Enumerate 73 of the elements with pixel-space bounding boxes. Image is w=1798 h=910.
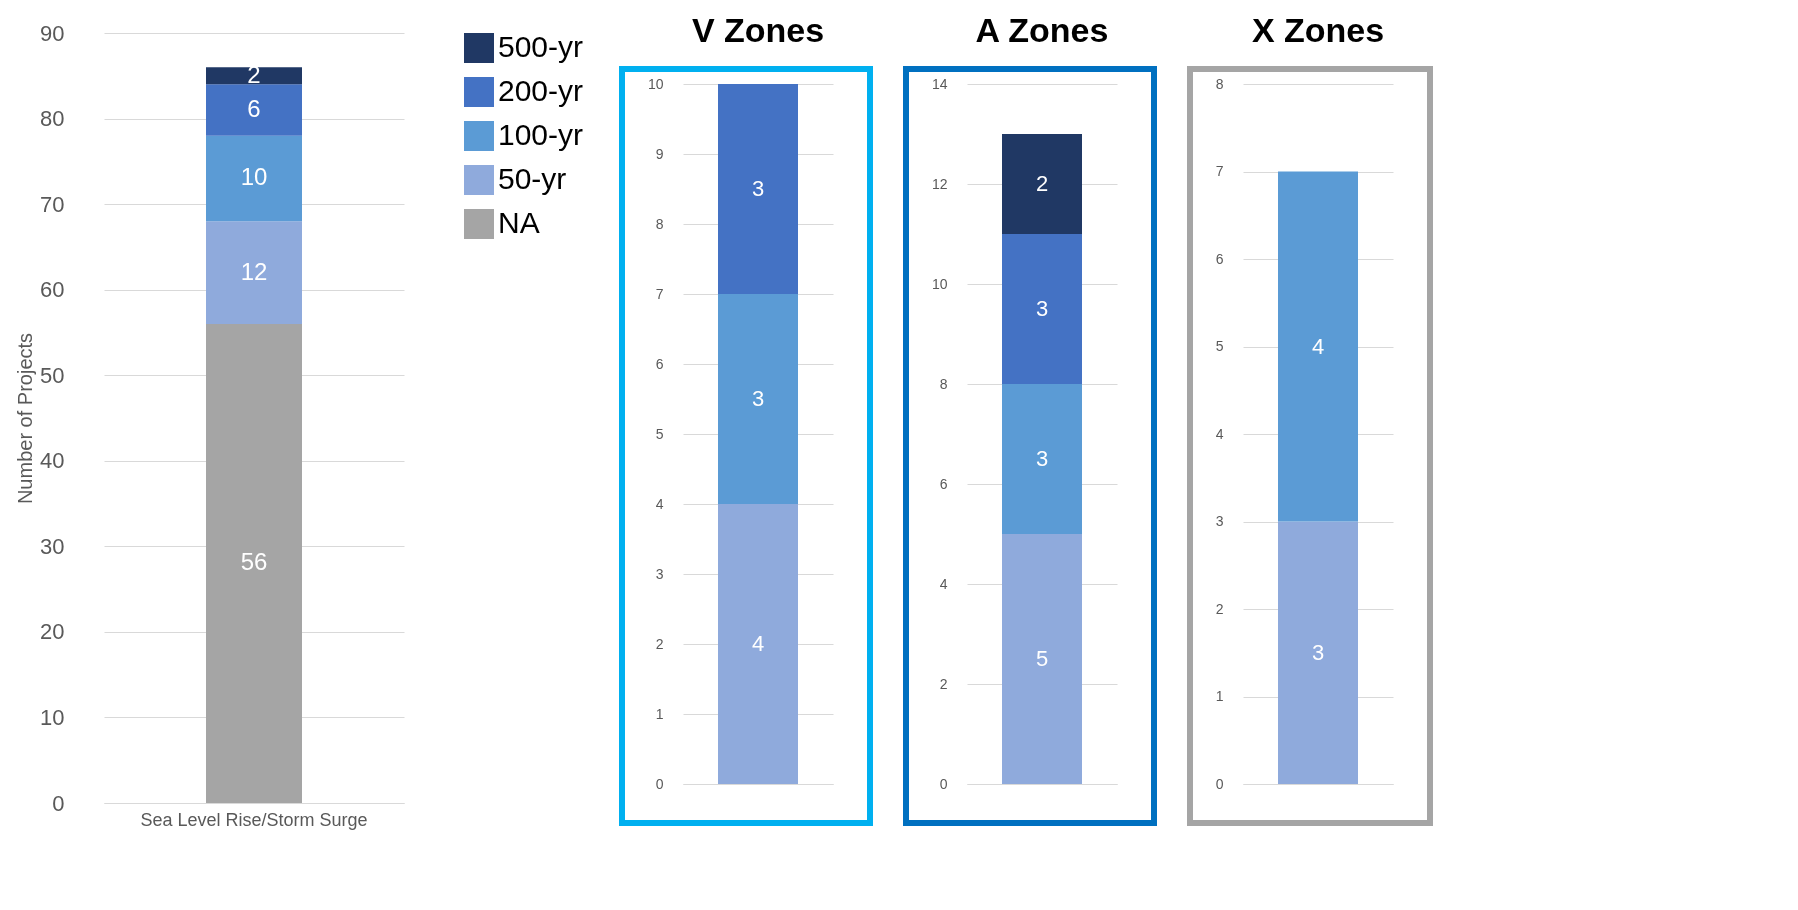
bar: [206, 221, 302, 324]
y-tick-label: 14: [931, 75, 948, 92]
bar: [1002, 134, 1082, 234]
y-tick-label: 4: [939, 575, 948, 592]
chart-title: A Zones: [975, 11, 1109, 49]
y-tick-label: 2: [939, 675, 948, 692]
bar: [206, 135, 302, 222]
y-tick-label: 7: [655, 285, 664, 302]
x-tick-label: Sea Level Rise/Storm Surge: [140, 809, 368, 830]
y-tick-label: 20: [40, 619, 65, 645]
y-tick-label: 10: [931, 275, 948, 292]
y-tick-label: 2: [1215, 600, 1224, 617]
y-tick-label: 80: [40, 106, 65, 132]
y-axis-title: Number of Projects: [14, 332, 37, 505]
data-label: 3: [751, 176, 765, 201]
bar: [206, 84, 302, 136]
y-tick-label: 4: [1215, 425, 1224, 442]
bar: [718, 294, 798, 504]
legend-label: 50-yr: [498, 162, 567, 195]
chart-title: V Zones: [691, 11, 825, 49]
data-label: 5: [1035, 646, 1049, 671]
y-tick-label: 60: [40, 277, 65, 303]
y-tick-label: 4: [655, 495, 664, 512]
y-tick-label: 8: [655, 215, 664, 232]
y-tick-label: 10: [647, 75, 664, 92]
y-tick-label: 8: [1215, 75, 1224, 92]
bar: [718, 504, 798, 784]
y-tick-label: 9: [655, 145, 664, 162]
data-label: 3: [751, 386, 765, 411]
y-tick-label: 50: [40, 362, 65, 388]
legend-label: NA: [498, 206, 540, 239]
y-tick-label: 6: [655, 355, 664, 372]
bar: [206, 323, 302, 803]
y-tick-label: 10: [40, 704, 65, 730]
legend-label: 100-yr: [498, 118, 584, 151]
y-tick-label: 0: [655, 775, 664, 792]
chart-title: X Zones: [1251, 11, 1385, 49]
y-tick-label: 5: [655, 425, 664, 442]
bar: [718, 84, 798, 294]
y-tick-label: 40: [40, 448, 65, 474]
y-tick-label: 5: [1215, 338, 1224, 354]
bar: [1002, 534, 1082, 784]
y-tick-label: 3: [655, 565, 664, 582]
y-tick-label: 70: [40, 191, 65, 217]
y-tick-label: 6: [939, 475, 948, 492]
legend-label: 500-yr: [498, 30, 584, 63]
y-tick-label: 90: [40, 20, 65, 46]
bar: [1002, 384, 1082, 534]
y-tick-label: 7: [1215, 163, 1224, 179]
data-label: 3: [1311, 639, 1325, 665]
data-label: 56: [240, 548, 268, 576]
data-label: 2: [1035, 171, 1049, 196]
y-tick-label: 1: [655, 705, 664, 722]
data-label: 3: [1035, 446, 1049, 471]
y-tick-label: 1: [1215, 688, 1224, 704]
y-tick-label: 3: [1215, 513, 1224, 529]
data-label: 4: [751, 631, 765, 656]
y-tick-label: 6: [1215, 250, 1224, 267]
y-tick-label: 30: [40, 533, 65, 559]
y-tick-label: 0: [52, 790, 65, 816]
data-label: 6: [247, 95, 261, 122]
y-tick-label: 8: [939, 375, 948, 392]
y-tick-label: 0: [939, 775, 948, 792]
y-tick-label: 2: [655, 635, 664, 652]
bar: [206, 67, 302, 85]
data-label: 10: [240, 163, 268, 191]
data-label: 12: [240, 257, 268, 285]
data-label: 4: [1311, 333, 1325, 359]
legend-label: 200-yr: [498, 74, 584, 107]
y-tick-label: 0: [1215, 775, 1224, 792]
y-tick-label: 12: [931, 175, 948, 192]
data-label: 3: [1035, 296, 1049, 321]
bar: [1002, 234, 1082, 384]
